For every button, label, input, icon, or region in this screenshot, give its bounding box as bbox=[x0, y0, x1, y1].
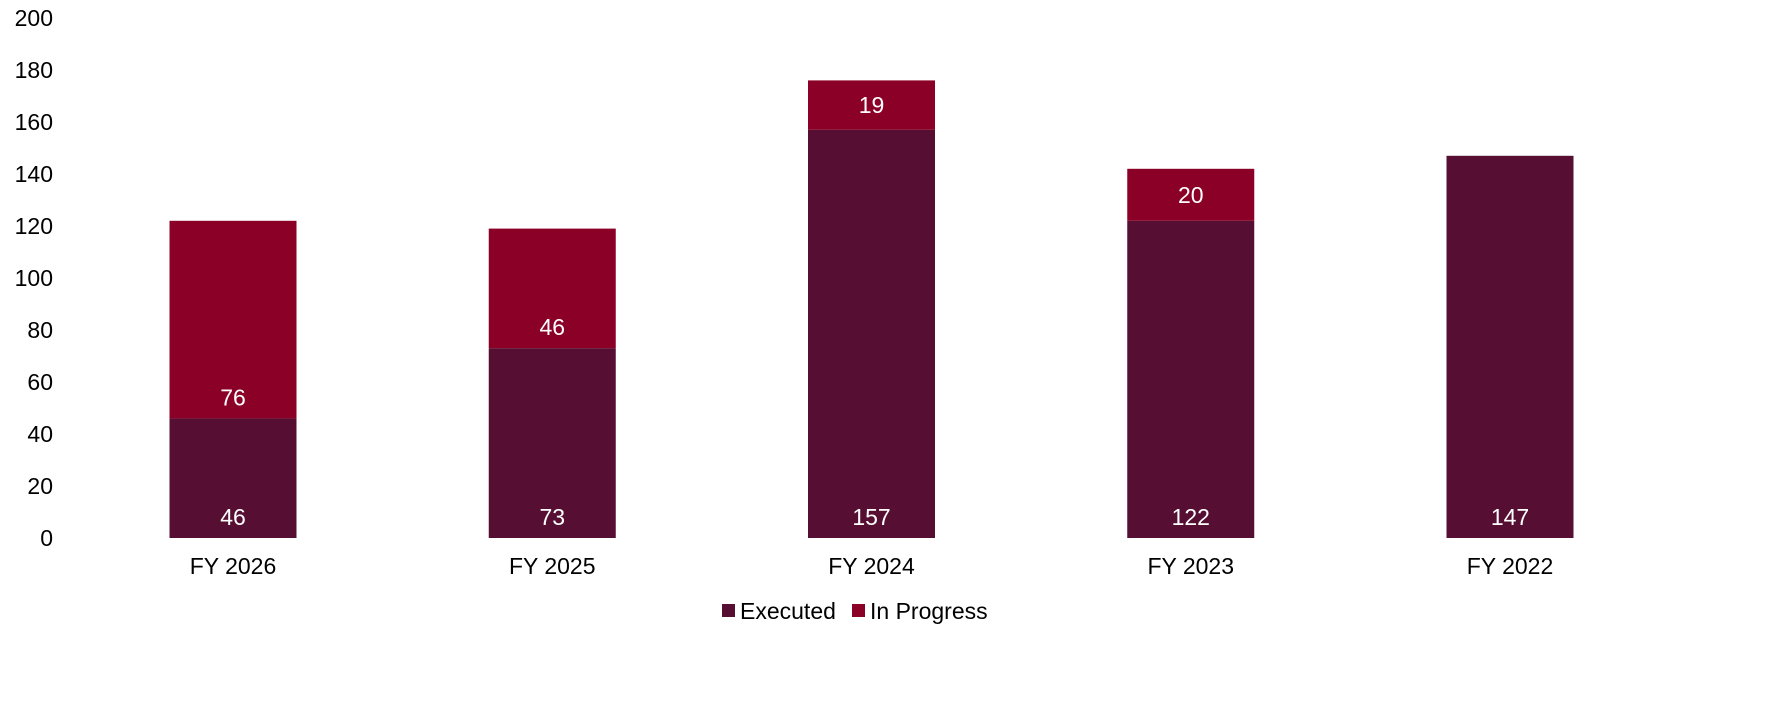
y-tick-label: 140 bbox=[15, 161, 53, 187]
y-tick-label: 120 bbox=[15, 213, 53, 239]
bar-segment-in-progress bbox=[808, 80, 935, 130]
legend-swatch bbox=[722, 604, 735, 617]
data-label: 122 bbox=[1172, 504, 1210, 530]
y-tick-label: 180 bbox=[15, 57, 53, 83]
data-label: 46 bbox=[220, 504, 246, 530]
bar-segment-executed bbox=[1127, 220, 1255, 539]
x-category-label: FY 2023 bbox=[1147, 553, 1234, 579]
legend: Executed In Progress bbox=[722, 598, 988, 624]
data-label: 46 bbox=[539, 314, 565, 340]
x-category-label: FY 2026 bbox=[190, 553, 277, 579]
x-category-label: FY 2024 bbox=[828, 553, 915, 579]
bar-plot-area: 46 76 73 46 157 19 122 20 147 bbox=[169, 80, 1574, 539]
legend-label: Executed bbox=[740, 598, 836, 624]
data-label: 20 bbox=[1178, 182, 1204, 208]
y-tick-label: 20 bbox=[27, 473, 53, 499]
bar-segment-executed bbox=[169, 418, 297, 538]
bar-segment-in-progress bbox=[169, 220, 297, 419]
x-axis: FY 2026 FY 2025 FY 2024 FY 2023 FY 2022 bbox=[190, 553, 1554, 579]
data-label: 76 bbox=[220, 384, 246, 410]
legend-label: In Progress bbox=[870, 598, 988, 624]
bar-segment-in-progress bbox=[1127, 168, 1255, 221]
data-label: 147 bbox=[1491, 504, 1529, 530]
bar-segment-in-progress bbox=[488, 228, 616, 349]
data-label: 73 bbox=[539, 504, 565, 530]
y-tick-label: 40 bbox=[27, 421, 53, 447]
x-category-label: FY 2022 bbox=[1467, 553, 1554, 579]
data-label: 157 bbox=[852, 504, 890, 530]
y-tick-label: 0 bbox=[40, 525, 53, 551]
legend-swatch bbox=[852, 604, 865, 617]
y-tick-label: 200 bbox=[15, 5, 53, 31]
data-label: 19 bbox=[859, 92, 885, 118]
y-tick-label: 80 bbox=[27, 317, 53, 343]
x-category-label: FY 2025 bbox=[509, 553, 596, 579]
y-tick-label: 160 bbox=[15, 109, 53, 135]
y-tick-label: 100 bbox=[15, 265, 53, 291]
y-tick-label: 60 bbox=[27, 369, 53, 395]
y-axis: 0 20 40 60 80 100 120 140 160 180 200 bbox=[15, 5, 53, 551]
bar-segment-executed bbox=[1446, 155, 1574, 539]
bar-segment-executed bbox=[488, 348, 616, 538]
bar-segment-executed bbox=[808, 129, 935, 539]
